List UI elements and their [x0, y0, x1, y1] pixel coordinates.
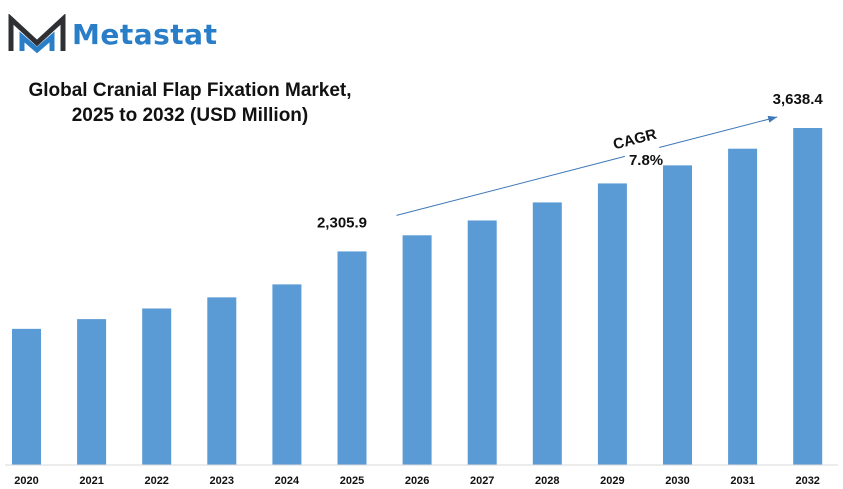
bar-2025	[337, 251, 367, 465]
chart-title-line-2: 2025 to 2032 (USD Million)	[71, 105, 309, 126]
brand-logo: Metastat	[8, 14, 217, 54]
data-label-2032: 3,638.4	[773, 91, 824, 108]
data-label-2025: 2,305.9	[317, 214, 367, 231]
x-tick-label-2026: 2026	[405, 475, 429, 487]
cagr-trend-line	[396, 155, 626, 216]
x-tick-label-2027: 2027	[470, 475, 494, 487]
x-tick-label-2021: 2021	[79, 475, 103, 487]
x-tick-label-2031: 2031	[730, 475, 754, 487]
bar-series	[12, 128, 823, 466]
bar-2030	[663, 165, 692, 465]
cagr-arrowhead	[767, 115, 778, 123]
bar-2023	[207, 297, 237, 465]
x-tick-label-2032: 2032	[795, 475, 819, 487]
bar-2024	[272, 284, 302, 465]
bar-2032	[793, 128, 823, 465]
bar-2026	[402, 235, 432, 465]
bar-2022	[142, 308, 172, 465]
bar-2028	[532, 202, 562, 465]
x-tick-label-2024: 2024	[275, 475, 300, 487]
x-tick-label-2025: 2025	[340, 475, 364, 487]
bar-2029	[597, 183, 627, 466]
brand-name: Metastat	[72, 17, 218, 51]
x-tick-label-2022: 2022	[144, 475, 168, 487]
x-tick-label-2029: 2029	[600, 475, 624, 487]
cagr-label: CAGR	[611, 126, 658, 154]
chart-title: Global Cranial Flap Fixation Market, 202…	[10, 78, 370, 128]
x-tick-labels: 2020 2021 2022 2023 2024 2025 2026 2027 2028 2029…	[14, 475, 820, 487]
bar-2021	[77, 319, 107, 465]
chart-title-line-1: Global Cranial Flap Fixation Market,	[28, 80, 352, 101]
bar-2031	[728, 148, 758, 465]
bar-2027	[467, 220, 497, 465]
x-tick-label-2028: 2028	[535, 475, 559, 487]
data-labels: 2,305.9 3,638.4	[317, 91, 823, 231]
bar-2020	[12, 328, 41, 465]
x-tick-label-2020: 2020	[14, 475, 38, 487]
cagr-value: 7.8%	[629, 152, 663, 169]
x-tick-label-2023: 2023	[210, 475, 234, 487]
metastat-m-logo-icon	[8, 14, 66, 54]
x-tick-label-2030: 2030	[665, 475, 689, 487]
cagr-trend-line	[659, 116, 778, 148]
